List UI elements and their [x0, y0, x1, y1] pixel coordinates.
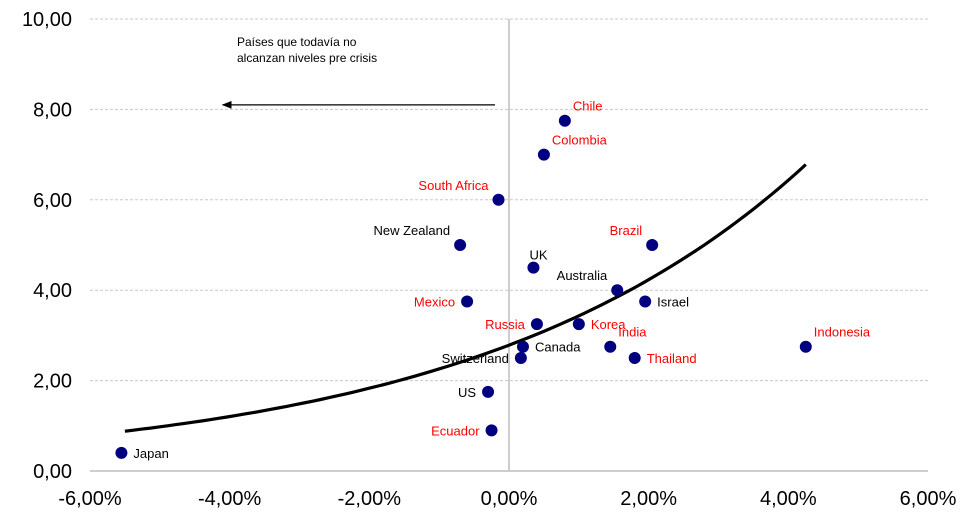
data-point [530, 318, 543, 331]
y-tick-label: 4,00 [33, 280, 72, 302]
data-point [485, 424, 498, 437]
point-label: Indonesia [814, 325, 871, 340]
data-point [527, 261, 540, 274]
x-tick-label: 6,00% [900, 488, 957, 510]
data-point [572, 318, 585, 331]
data-point [799, 340, 812, 353]
data-point [482, 385, 495, 398]
point-label: Chile [573, 99, 603, 114]
data-point [514, 352, 527, 364]
annotation-line-2: alcanzan niveles pre crisis [237, 51, 377, 65]
point-labels: Chile Colombia South Africa New Zealand UK Br… [133, 99, 871, 461]
data-point [537, 148, 550, 161]
y-tick-label: 2,00 [33, 371, 72, 393]
x-tick-label: -6,00% [58, 488, 122, 510]
data-point [604, 340, 617, 353]
data-point [115, 446, 128, 459]
point-label: Japan [133, 446, 168, 461]
point-label: New Zealand [374, 223, 451, 238]
point-label: Israel [657, 295, 689, 310]
point-label: Brazil [610, 223, 643, 238]
point-label: Russia [485, 317, 526, 332]
point-label: Australia [557, 268, 608, 283]
data-points [115, 114, 812, 459]
x-tick-label: -4,00% [198, 488, 262, 510]
annotation-line-1: Países que todavía no [237, 35, 357, 49]
point-label: India [618, 325, 647, 340]
trendline-layer [124, 163, 807, 433]
tick-labels: -6,00% -4,00% -2,00% 0,00% 2,00% 4,00% 6,00% 0,… [22, 9, 957, 510]
data-point [516, 340, 529, 353]
data-point [639, 295, 652, 308]
point-label: Ecuador [431, 423, 480, 438]
y-tick-label: 6,00 [33, 190, 72, 212]
point-label: Switzerland [442, 351, 509, 366]
point-label: UK [529, 248, 547, 263]
data-point [461, 295, 474, 308]
y-tick-label: 0,00 [33, 461, 72, 483]
data-point [646, 239, 659, 251]
point-label: Thailand [647, 351, 697, 366]
point-label: Canada [535, 340, 581, 355]
data-point [558, 114, 571, 127]
x-tick-label: 2,00% [620, 488, 677, 510]
x-tick-label: 0,00% [481, 488, 538, 510]
data-point [454, 239, 467, 251]
trendline [124, 163, 807, 433]
y-tick-label: 8,00 [33, 99, 72, 121]
axes [90, 19, 928, 472]
point-label: South Africa [418, 178, 489, 193]
point-label: Korea [591, 317, 626, 332]
point-label: Colombia [552, 133, 608, 148]
point-label: US [458, 385, 476, 400]
x-tick-label: 4,00% [760, 488, 817, 510]
data-point [628, 352, 641, 364]
point-label: Mexico [414, 295, 455, 310]
annotation: Países que todavía no alcanzan niveles p… [221, 35, 496, 109]
data-point [492, 193, 505, 206]
x-tick-label: -2,00% [338, 488, 402, 510]
data-point [611, 284, 624, 297]
y-tick-label: 10,00 [22, 9, 72, 31]
